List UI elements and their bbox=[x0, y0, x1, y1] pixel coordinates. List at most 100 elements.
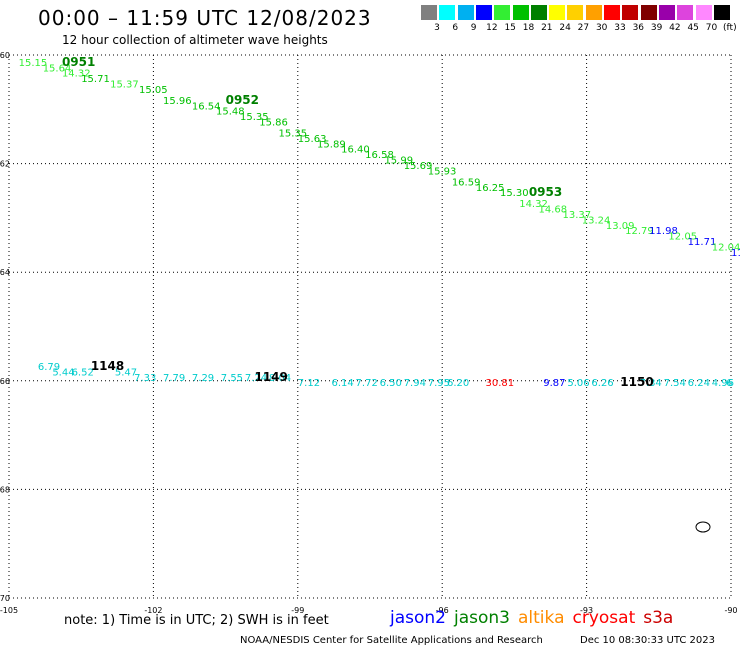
scale-label: 12 bbox=[486, 23, 498, 33]
scale-label: 24 bbox=[559, 23, 571, 33]
scale-label: 27 bbox=[577, 23, 590, 33]
lon-tick-label: -102 bbox=[144, 606, 162, 615]
scale-label: 15 bbox=[504, 23, 516, 33]
wave-height-label: 6.24 bbox=[688, 378, 710, 389]
scale-swatch bbox=[640, 5, 657, 20]
wave-height-label: 12.04 bbox=[712, 242, 740, 253]
scale-label: 6 bbox=[452, 23, 459, 33]
scale-swatch bbox=[585, 5, 602, 20]
wave-height-label: 30.81 bbox=[486, 378, 515, 389]
wave-height-label: 7.34 bbox=[640, 378, 662, 389]
wave-height-label: 7.54 bbox=[664, 378, 686, 389]
wave-height-label: 15.35 bbox=[279, 128, 308, 139]
scale-label: 42 bbox=[669, 23, 681, 33]
lat-tick-label: -62 bbox=[0, 160, 10, 169]
time-label: 0952 bbox=[226, 93, 259, 107]
satellite-name: jason2 bbox=[390, 608, 446, 628]
wave-height-label: 15.71 bbox=[81, 74, 110, 85]
wave-height-label: 15.99 bbox=[384, 156, 413, 167]
wave-height-label: 6.50 bbox=[380, 378, 402, 389]
wave-height-label: 12.79 bbox=[625, 226, 654, 237]
time-label: 0953 bbox=[529, 185, 562, 199]
wave-height-label: 14.32 bbox=[519, 199, 548, 210]
map-subtitle: 12 hour collection of altimeter wave hei… bbox=[62, 33, 328, 47]
scale-label: 70 bbox=[705, 23, 718, 33]
lon-tick-label: -93 bbox=[580, 606, 593, 615]
wave-height-label: 7.95 bbox=[428, 378, 450, 389]
wave-height-label: 7.24 bbox=[245, 373, 267, 384]
scale-swatch bbox=[622, 5, 639, 20]
wave-height-label: 6.79 bbox=[38, 362, 60, 373]
scale-swatch bbox=[695, 5, 712, 20]
wave-height-label: 16.54 bbox=[192, 101, 221, 112]
scale-label: 3 bbox=[434, 23, 440, 33]
time-label: 1150 bbox=[620, 375, 653, 389]
wave-height-label: 7.33 bbox=[134, 373, 156, 384]
wave-height-label: 11.71 bbox=[688, 237, 717, 248]
scale-label: 36 bbox=[632, 23, 645, 33]
wave-height-label: 8.04 bbox=[269, 373, 291, 384]
wave-height-label: 15.64 bbox=[43, 63, 72, 74]
satellite-name: cryosat bbox=[572, 608, 636, 628]
scale-swatch bbox=[475, 5, 492, 20]
wave-height-label: 16.40 bbox=[341, 145, 370, 156]
wave-height-label: 15.63 bbox=[298, 134, 327, 145]
scale-label: 39 bbox=[650, 23, 663, 33]
scale-swatch bbox=[439, 5, 456, 20]
scale-label: 45 bbox=[687, 23, 699, 33]
scale-swatch bbox=[658, 5, 675, 20]
wave-height-label: 7.94 bbox=[404, 378, 426, 389]
wave-height-label: 4.96 bbox=[712, 378, 734, 389]
lon-tick-label: -96 bbox=[436, 606, 449, 615]
time-label: 0951 bbox=[62, 55, 95, 69]
wave-height-label: 16.58 bbox=[365, 150, 394, 161]
wave-height-label: 13.09 bbox=[606, 221, 635, 232]
wave-height-label: 15.35 bbox=[240, 112, 269, 123]
wave-height-label: 13.24 bbox=[582, 215, 611, 226]
wave-height-label: 15.89 bbox=[317, 139, 346, 150]
wave-height-label: 15.69 bbox=[404, 161, 433, 172]
wave-height-label: 12.05 bbox=[668, 232, 697, 243]
scale-swatch bbox=[604, 5, 620, 20]
wave-height-label: 11.98 bbox=[649, 226, 678, 237]
wave-height-label: 15.86 bbox=[259, 118, 288, 129]
satellite-name: s3a bbox=[643, 608, 674, 628]
scale-swatch bbox=[421, 5, 437, 20]
scale-label: 18 bbox=[522, 23, 535, 33]
scale-swatch bbox=[494, 5, 511, 20]
satellite-legend: jason2 jason3 altika cryosat s3a bbox=[390, 608, 681, 628]
wave-height-label: 7.79 bbox=[163, 373, 185, 384]
scale-label: 33 bbox=[614, 23, 626, 33]
scale-label: 9 bbox=[470, 23, 477, 33]
lat-tick-label: -70 bbox=[0, 594, 10, 603]
wave-height-label: 15.96 bbox=[163, 96, 192, 107]
wave-height-label: 6.14 bbox=[331, 378, 353, 389]
scale-swatch bbox=[567, 5, 584, 20]
wave-height-label: 15.30 bbox=[500, 188, 529, 199]
wave-height-label: 6.20 bbox=[447, 378, 469, 389]
generated-timestamp: Dec 10 08:30:33 UTC 2023 bbox=[580, 635, 715, 646]
wave-height-label: 15.37 bbox=[110, 80, 139, 91]
scale-label: 30 bbox=[595, 23, 608, 33]
wave-height-label: 14.68 bbox=[538, 204, 567, 215]
lat-tick-label: -60 bbox=[0, 51, 10, 60]
wave-height-label: 16.25 bbox=[476, 183, 505, 194]
wave-height-label: 14.32 bbox=[62, 69, 91, 80]
scale-swatch bbox=[549, 5, 566, 20]
wave-height-label: 5.44 bbox=[52, 367, 74, 378]
wave-height-label: 16.59 bbox=[452, 177, 481, 188]
time-label: 1148 bbox=[91, 359, 124, 373]
scale-swatch bbox=[512, 5, 529, 20]
scale-swatch bbox=[457, 5, 474, 20]
scale-label: (ft) bbox=[723, 23, 737, 33]
lon-tick-label: -90 bbox=[724, 606, 737, 615]
scale-label: 21 bbox=[541, 23, 553, 33]
lat-tick-label: -64 bbox=[0, 268, 10, 277]
wave-height-label: 6.52 bbox=[72, 367, 94, 378]
axis-tick-labels: -105 -102 -99 -96 -93 -90 -60 -62 -64 -66 -68 -70 bbox=[0, 51, 738, 615]
credit-line: NOAA/NESDIS Center for Satellite Applica… bbox=[240, 635, 543, 646]
wave-height-label: 13.37 bbox=[563, 210, 592, 221]
